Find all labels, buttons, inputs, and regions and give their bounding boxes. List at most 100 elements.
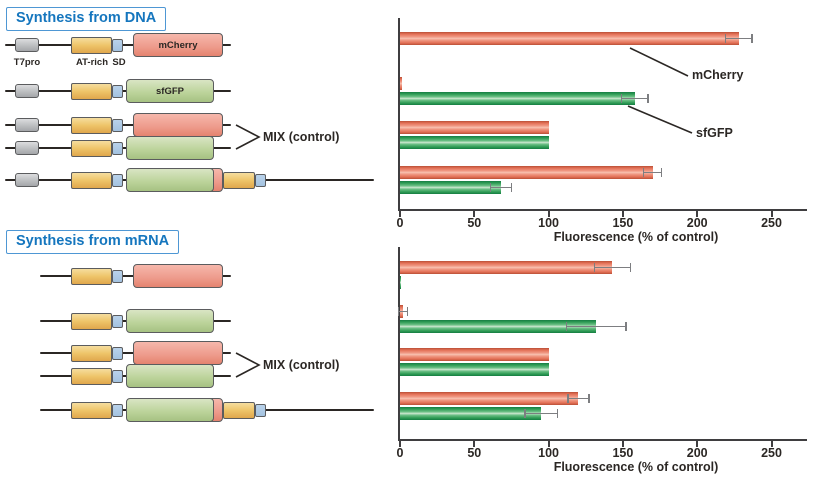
bar-mcherry (400, 166, 653, 179)
x-tick-label: 50 (467, 216, 482, 230)
error-bar (594, 266, 631, 269)
construct-sd-box (112, 314, 123, 328)
construct-sd-box (112, 84, 123, 98)
construct-sd-box (112, 141, 123, 155)
construct-t7pro-box (15, 84, 39, 98)
panel-title-mrna: Synthesis from mRNA (6, 230, 180, 254)
construct-sd-box (112, 269, 123, 283)
x-tick (621, 441, 625, 447)
x-tick (473, 441, 476, 447)
x-tick-label: 200 (686, 446, 708, 460)
construct-part-label: AT-rich (75, 57, 109, 68)
error-bar (567, 397, 589, 400)
construct-atrich-box (223, 401, 255, 419)
construct-atrich-box (71, 139, 112, 157)
error-bar (566, 325, 626, 328)
construct-atrich-box (71, 171, 112, 189)
bar-sfgfp (400, 92, 635, 105)
x-tick-label: 50 (467, 446, 482, 460)
error-cap (620, 94, 623, 103)
y-axis (398, 247, 401, 439)
error-cap (556, 409, 559, 418)
error-cap (406, 307, 409, 316)
error-bar (725, 37, 753, 40)
x-tick-label: 200 (686, 216, 708, 230)
x-axis (398, 209, 807, 212)
x-tick (399, 441, 402, 447)
x-tick (547, 211, 550, 217)
mcherry-leader-line (629, 47, 689, 77)
construct-atrich-box (71, 344, 112, 362)
bar-mcherry (400, 392, 579, 405)
bar-sfgfp (400, 320, 597, 333)
construct-sd-box (112, 369, 123, 383)
x-tick (770, 441, 773, 447)
construct-atrich-box (223, 171, 255, 189)
construct-sd-box (255, 403, 266, 417)
bar-mcherry (400, 121, 549, 134)
error-cap (510, 183, 513, 192)
construct-t7pro-box (15, 141, 39, 155)
error-cap (489, 183, 492, 192)
construct-sd-box (112, 118, 123, 132)
x-tick-label: 100 (538, 216, 560, 230)
error-cap (660, 168, 663, 177)
x-axis-title-mrna: Fluorescence (% of control) (553, 460, 719, 474)
error-cap (397, 307, 400, 316)
construct-sfgfp-box: sfGFP (126, 79, 214, 103)
construct-part-label: SD (112, 57, 126, 68)
construct-sd-box (112, 173, 123, 187)
construct-sfgfp-box (126, 309, 214, 333)
x-tick (696, 441, 699, 447)
construct-part-label: T7pro (13, 57, 41, 68)
mix-control-label-mrna: MIX (control) (263, 358, 340, 372)
bar-sfgfp (400, 363, 549, 376)
mix-bracket-mrna (235, 352, 261, 378)
y-axis (398, 18, 401, 209)
construct-sfgfp-box (126, 168, 214, 192)
bar-mcherry (400, 348, 549, 361)
construct-atrich-box (71, 82, 112, 100)
error-bar (398, 310, 408, 313)
error-cap (751, 34, 753, 43)
series-label-mcherry: mCherry (692, 68, 744, 82)
x-tick-label: 0 (396, 216, 404, 230)
series-label-sfgfp: sfGFP (696, 126, 733, 140)
mix-bracket-dna (235, 124, 261, 150)
construct-mcherry-box (133, 264, 223, 288)
x-tick (399, 211, 402, 217)
construct-sfgfp-box (126, 398, 214, 422)
construct-mcherry-box (133, 113, 223, 137)
construct-atrich-box (71, 367, 112, 385)
error-bar (490, 186, 512, 189)
error-cap (565, 322, 568, 331)
error-cap (593, 263, 596, 272)
x-tick-label: 0 (396, 446, 404, 460)
error-bar (643, 171, 662, 174)
construct-atrich-box (71, 401, 112, 419)
construct-atrich-box (71, 267, 112, 285)
error-cap (629, 263, 632, 272)
error-bar (621, 97, 649, 100)
construct-atrich-box (71, 312, 112, 330)
bar-sfgfp (400, 276, 402, 289)
construct-sfgfp-box (126, 136, 214, 160)
x-tick (621, 211, 625, 217)
construct-t7pro-box (15, 38, 39, 52)
bar-mcherry (400, 261, 613, 274)
panel-title-dna: Synthesis from DNA (6, 7, 167, 31)
bar-sfgfp (400, 407, 542, 420)
construct-atrich-box (71, 36, 112, 54)
error-cap (524, 409, 526, 418)
x-tick (547, 441, 550, 447)
bar-mcherry (400, 32, 739, 45)
construct-mcherry-box (133, 341, 223, 365)
construct-sd-box (112, 346, 123, 360)
x-tick-label: 150 (612, 446, 634, 460)
construct-mcherry-box: mCherry (133, 33, 223, 57)
error-cap (642, 168, 645, 177)
bar-mcherry (400, 77, 403, 90)
error-cap (647, 94, 649, 103)
construct-t7pro-box (15, 173, 39, 187)
